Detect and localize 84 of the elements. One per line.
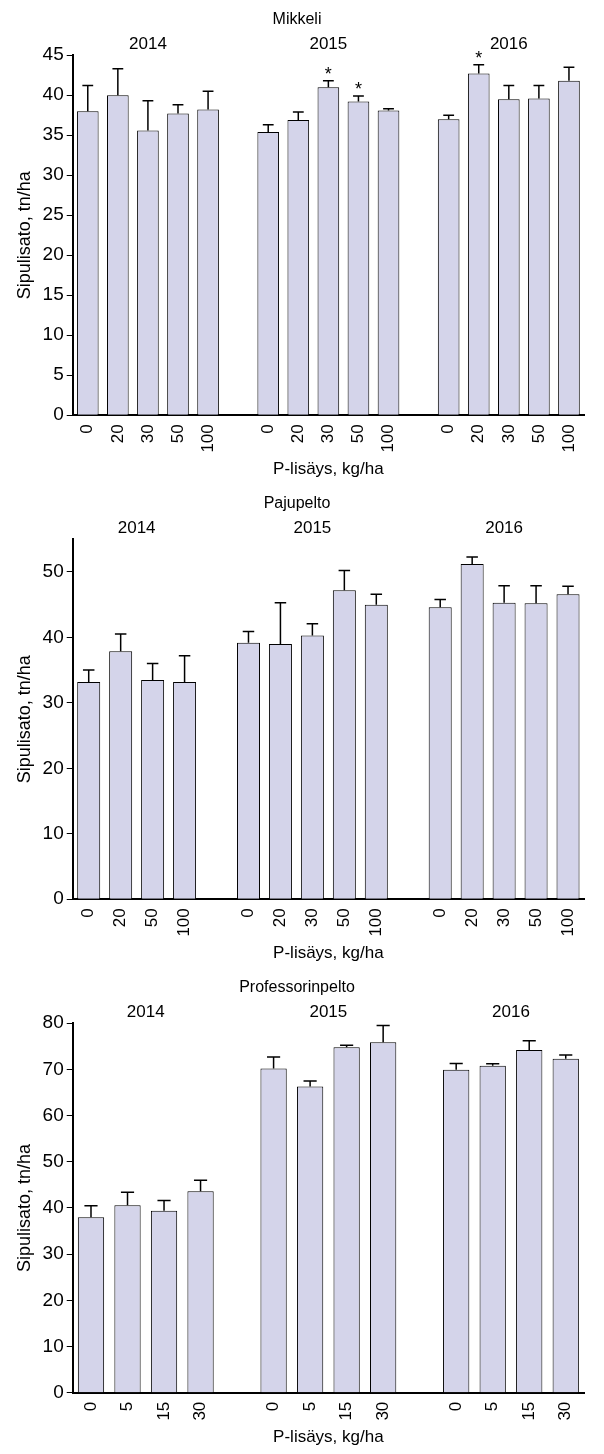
- x-tick-label: 100: [365, 908, 385, 937]
- y-axis-title: Sipulisato, tn/ha: [13, 654, 34, 784]
- y-tick-label: 10: [42, 822, 64, 844]
- x-tick-label: 20: [270, 908, 290, 928]
- x-tick-label: 50: [167, 424, 187, 444]
- x-tick-label: 30: [190, 1401, 210, 1421]
- y-tick-label: 45: [42, 43, 64, 65]
- y-tick-label: 80: [42, 1011, 64, 1033]
- y-tick-label: 70: [42, 1057, 64, 1079]
- x-tick-label: 100: [197, 424, 217, 453]
- y-tick-label: 40: [42, 1196, 64, 1218]
- y-tick-label: 30: [42, 163, 64, 185]
- x-tick-label: 20: [287, 424, 307, 444]
- x-tick-label: 20: [468, 424, 488, 444]
- x-axis-title: P-lisäys, kg/ha: [273, 943, 385, 963]
- text: 2016: [485, 518, 524, 538]
- x-tick-label: 20: [107, 424, 127, 444]
- y-tick-label: 5: [53, 363, 64, 385]
- x-tick-label: 50: [528, 424, 548, 444]
- y-tick-label: 10: [42, 323, 64, 345]
- text: 2014: [129, 34, 167, 54]
- x-tick-label: 100: [378, 424, 398, 453]
- y-tick-label: 50: [42, 1149, 64, 1171]
- x-tick-label: 5: [299, 1401, 319, 1412]
- x-tick-label: 20: [461, 908, 481, 928]
- x-tick-label: 100: [558, 424, 578, 453]
- text: 2015: [309, 1002, 348, 1022]
- x-tick-label: 30: [555, 1401, 575, 1421]
- data-label: *: [475, 47, 483, 68]
- text: 2016: [492, 1002, 530, 1022]
- text: 2015: [293, 518, 332, 538]
- data-label: *: [324, 63, 332, 84]
- x-tick-label: 50: [142, 908, 162, 928]
- x-tick-label: 0: [77, 424, 97, 434]
- text: 2015: [309, 34, 348, 54]
- y-tick-label: 40: [42, 83, 64, 105]
- x-tick-label: 30: [137, 424, 157, 444]
- y-axis-title: Sipulisato, tn/ha: [13, 170, 34, 300]
- x-tick-label: 50: [334, 908, 354, 928]
- y-tick-label: 30: [42, 691, 64, 713]
- x-tick-label: 30: [493, 908, 513, 928]
- y-tick-label: 30: [42, 1242, 64, 1264]
- x-tick-label: 0: [238, 908, 258, 918]
- chart-title: Mikkeli: [272, 10, 322, 28]
- x-tick-label: 5: [117, 1401, 137, 1412]
- y-axis-title: Sipulisato, tn/ha: [13, 1142, 34, 1272]
- x-tick-label: 30: [372, 1401, 392, 1421]
- y-tick-label: 20: [42, 243, 64, 265]
- x-tick-label: 0: [80, 1401, 100, 1412]
- y-tick-label: 10: [42, 1334, 64, 1356]
- x-tick-label: 0: [438, 424, 458, 434]
- x-tick-label: 30: [302, 908, 322, 928]
- y-tick-label: 50: [42, 560, 64, 582]
- y-tick-label: 35: [42, 123, 64, 145]
- text: 2014: [117, 518, 156, 538]
- text: 2014: [126, 1002, 165, 1022]
- x-axis-title: P-lisäys, kg/ha: [273, 1427, 385, 1447]
- x-tick-label: 15: [153, 1401, 173, 1421]
- x-tick-label: 50: [525, 908, 545, 928]
- chart-title: Professorinpelto: [239, 978, 355, 996]
- x-tick-label: 5: [482, 1401, 502, 1412]
- x-tick-label: 100: [557, 908, 577, 937]
- x-tick-label: 100: [174, 908, 194, 937]
- x-tick-label: 0: [263, 1401, 283, 1412]
- y-tick-label: 20: [42, 1288, 64, 1310]
- y-tick-label: 25: [42, 203, 64, 225]
- x-tick-label: 30: [498, 424, 518, 444]
- chart-title: Pajupelto: [263, 494, 331, 512]
- y-tick-label: 15: [42, 283, 64, 305]
- x-tick-label: 50: [348, 424, 368, 444]
- x-tick-label: 30: [318, 424, 338, 444]
- x-tick-label: 15: [336, 1401, 356, 1421]
- x-axis-title: P-lisäys, kg/ha: [273, 459, 385, 479]
- y-tick-label: 40: [42, 625, 64, 647]
- y-tick-label: 60: [42, 1103, 64, 1125]
- y-tick-label: 20: [42, 756, 64, 778]
- data-label: *: [354, 79, 362, 99]
- x-tick-label: 0: [257, 424, 277, 434]
- text: 2016: [489, 34, 528, 54]
- x-tick-label: 15: [518, 1401, 538, 1421]
- x-tick-label: 0: [445, 1401, 465, 1412]
- x-tick-label: 0: [429, 908, 449, 918]
- x-tick-label: 20: [110, 908, 130, 928]
- x-tick-label: 0: [78, 908, 98, 918]
